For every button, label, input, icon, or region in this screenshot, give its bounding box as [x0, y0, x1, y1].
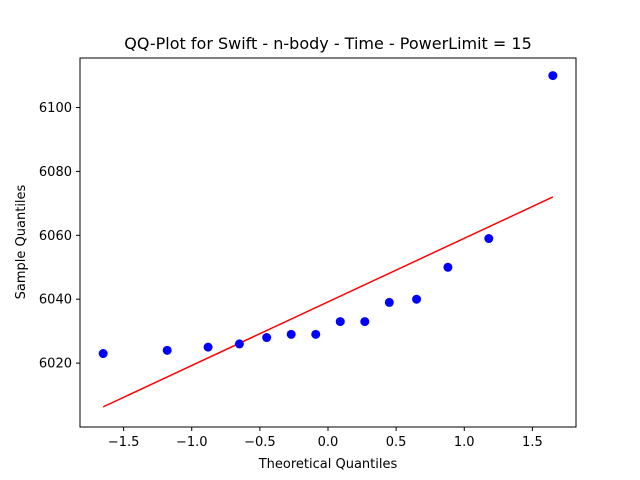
x-tick-label: 0.0 — [318, 435, 339, 450]
data-point — [484, 234, 494, 244]
plot-layer — [98, 71, 558, 408]
x-tick-label: 1.0 — [454, 435, 475, 450]
x-tick-label: −0.5 — [244, 435, 276, 450]
data-point — [384, 297, 394, 307]
reference-line — [102, 196, 554, 408]
x-axis-label: Theoretical Quantiles — [258, 457, 398, 472]
data-point — [162, 345, 172, 355]
data-point — [203, 342, 213, 352]
chart-title: QQ-Plot for Swift - n-body - Time - Powe… — [124, 34, 532, 53]
data-point — [360, 317, 370, 327]
data-point — [443, 262, 453, 272]
x-axis-ticks: −1.5 −1.0 −0.5 0.0 0.5 1.0 1.5 — [108, 427, 543, 450]
x-tick-label: 1.5 — [522, 435, 543, 450]
y-tick-label: 6060 — [39, 229, 72, 244]
data-point — [98, 349, 108, 359]
data-point — [412, 294, 422, 304]
data-point — [311, 329, 321, 339]
y-tick-label: 6080 — [39, 165, 72, 180]
y-tick-label: 6020 — [39, 357, 72, 372]
data-point — [286, 329, 296, 339]
data-point — [234, 339, 244, 349]
data-point — [335, 317, 345, 327]
y-axis-label: Sample Quantiles — [14, 184, 29, 299]
x-tick-label: −1.0 — [176, 435, 208, 450]
y-tick-label: 6100 — [39, 101, 72, 116]
x-tick-label: −1.5 — [108, 435, 140, 450]
y-axis-ticks: 6020 6040 6060 6080 6100 — [39, 101, 80, 372]
plot-frame — [79, 57, 577, 428]
y-tick-label: 6040 — [39, 293, 72, 308]
data-point — [548, 71, 558, 81]
x-tick-label: 0.5 — [386, 435, 407, 450]
data-point — [262, 333, 272, 343]
